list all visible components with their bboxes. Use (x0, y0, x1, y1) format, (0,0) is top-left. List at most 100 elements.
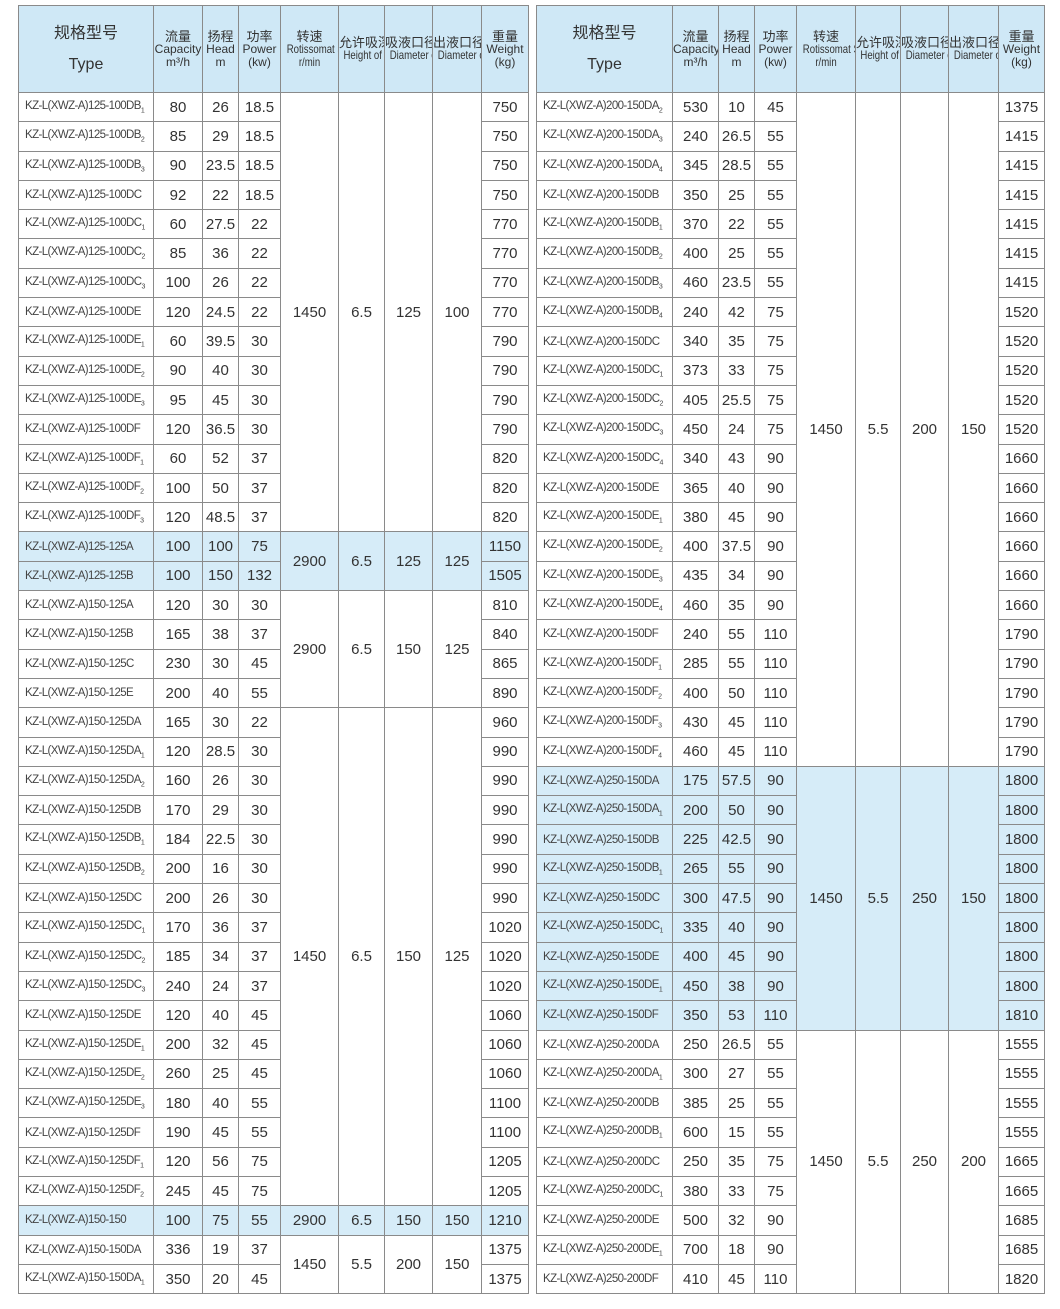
capacity-cell: 92 (153, 179, 203, 211)
power-cell: 55 (754, 1058, 797, 1090)
suction-height-cell: 6.5 (338, 707, 385, 1207)
type-subscript: 1 (140, 341, 145, 349)
type-cell: KZ-L(XWZ-A)150-150DA (18, 1234, 154, 1265)
weight-cell: 790 (481, 355, 529, 386)
outlet-diameter-cell: 150 (432, 1205, 482, 1236)
head-cell: 53 (718, 1000, 755, 1031)
table-row: KZ-L(XWZ-A)200-150DA2 530 10 45 1450 5.5 200 15… (536, 91, 1045, 767)
power-cell: 75 (754, 414, 797, 445)
header-zh: 出液口径 (949, 35, 999, 50)
type-cell: KZ-L(XWZ-A)200-150DE (536, 472, 673, 504)
outlet-diameter-cell: 200 (948, 1029, 999, 1295)
capacity-cell: 340 (672, 443, 719, 474)
table-row: KZ-L(XWZ-A)125-100DE3 95 45 30 790 (18, 384, 529, 416)
header-en: Diameter of Inlet (905, 48, 948, 62)
type-subscript: 1 (140, 1044, 145, 1052)
weight-cell: 1415 (998, 209, 1045, 240)
power-cell: 110 (754, 1263, 797, 1295)
type-subscript: 1 (658, 869, 663, 877)
header-unit: (kw) (764, 54, 787, 69)
table-row: KZ-L(XWZ-A)125-125B 100 150 132 1505 (18, 560, 529, 592)
speed-cell: 1450 (796, 1029, 856, 1295)
table-row: KZ-L(XWZ-A)250-200DA 250 26.5 55 1450 5.5 250 2… (536, 1029, 1045, 1295)
type-cell: KZ-L(XWZ-A)200-150DA4 (536, 150, 673, 181)
header-zh: 吸液口径 (901, 35, 949, 50)
type-cell: KZ-L(XWZ-A)150-125DA (18, 707, 154, 738)
weight-cell: 1660 (998, 443, 1045, 474)
head-cell: 40 (202, 677, 239, 709)
head-cell: 29 (202, 121, 239, 152)
power-cell: 30 (238, 824, 281, 855)
header-unit: m (215, 54, 226, 69)
capacity-cell: 300 (672, 883, 719, 914)
power-cell: 90 (754, 912, 797, 943)
weight-cell: 1820 (998, 1263, 1045, 1295)
head-cell: 25 (202, 1058, 239, 1090)
type-cell: KZ-L(XWZ-A)200-150DA3 (536, 121, 673, 152)
head-cell: 16 (202, 853, 239, 885)
table-row: KZ-L(XWZ-A)125-100DC 92 22 18.5 750 (18, 179, 529, 211)
power-cell: 18.5 (238, 150, 281, 181)
weight-cell: 1415 (998, 179, 1045, 211)
header-zh: 重量 (1008, 28, 1035, 44)
header-weight: 重量 Weight (kg) (998, 5, 1045, 93)
type-cell: KZ-L(XWZ-A)150-125C (18, 648, 154, 679)
weight-cell: 1800 (998, 853, 1045, 885)
type-cell: KZ-L(XWZ-A)125-100DF1 (18, 443, 154, 474)
type-subscript: 1 (141, 927, 145, 935)
speed-cell: 1450 (280, 707, 339, 1207)
capacity-cell: 245 (153, 1175, 203, 1207)
table-row: KZ-L(XWZ-A)150-150DA 336 19 37 1450 5.5 200 150… (18, 1234, 529, 1295)
capacity-cell: 400 (672, 941, 719, 972)
power-cell: 90 (754, 941, 797, 972)
suction-height-cell: 6.5 (338, 1205, 385, 1236)
power-cell: 75 (238, 531, 281, 562)
head-cell: 28.5 (202, 736, 239, 767)
type-cell: KZ-L(XWZ-A)150-125DB2 (18, 853, 154, 885)
type-cell: KZ-L(XWZ-A)200-150DE2 (536, 531, 673, 562)
weight-cell: 1555 (998, 1088, 1045, 1119)
weight-cell: 1150 (481, 531, 529, 562)
power-cell: 45 (238, 1029, 281, 1060)
type-cell: KZ-L(XWZ-A)125-100DC2 (18, 238, 154, 269)
type-subscript: 3 (140, 517, 144, 525)
weight-cell: 1660 (998, 590, 1045, 621)
type-cell: KZ-L(XWZ-A)200-150DB1 (536, 209, 673, 240)
power-cell: 110 (754, 619, 797, 650)
capacity-cell: 90 (153, 150, 203, 181)
head-cell: 25.5 (718, 384, 755, 416)
capacity-cell: 530 (672, 91, 719, 123)
head-cell: 45 (718, 941, 755, 972)
capacity-cell: 600 (672, 1117, 719, 1148)
capacity-cell: 500 (672, 1205, 719, 1236)
type-subscript: 4 (658, 751, 662, 759)
power-cell: 45 (238, 648, 281, 679)
capacity-cell: 260 (153, 1058, 203, 1090)
head-cell: 10 (718, 91, 755, 123)
inlet-diameter-cell: 150 (384, 590, 433, 709)
capacity-cell: 240 (672, 121, 719, 152)
power-cell: 75 (754, 326, 797, 357)
power-cell: 90 (754, 531, 797, 562)
header-en: Diameter of Inlet (389, 48, 432, 62)
weight-cell: 865 (481, 648, 529, 679)
type-subscript: 4 (658, 165, 663, 173)
head-cell: 40 (718, 472, 755, 504)
weight-cell: 1415 (998, 238, 1045, 269)
type-cell: KZ-L(XWZ-A)200-150DB2 (536, 238, 673, 269)
outlet-diameter-cell: 150 (948, 92, 999, 767)
outlet-diameter-cell: 125 (432, 707, 482, 1207)
header-zh: 功率 (246, 28, 273, 44)
weight-cell: 1685 (998, 1205, 1045, 1236)
weight-cell: 1555 (998, 1029, 1045, 1060)
weight-cell: 1800 (998, 824, 1045, 855)
head-cell: 32 (718, 1205, 755, 1236)
header-head: 扬程 Head m (718, 5, 755, 93)
power-cell: 30 (238, 384, 281, 416)
header-en: Power (242, 41, 277, 56)
speed-cell: 2900 (280, 531, 339, 592)
table-row: KZ-L(XWZ-A)150-125DA1 120 28.5 30 990 (18, 736, 529, 767)
power-cell: 55 (754, 1029, 797, 1060)
capacity-cell: 200 (672, 795, 719, 826)
